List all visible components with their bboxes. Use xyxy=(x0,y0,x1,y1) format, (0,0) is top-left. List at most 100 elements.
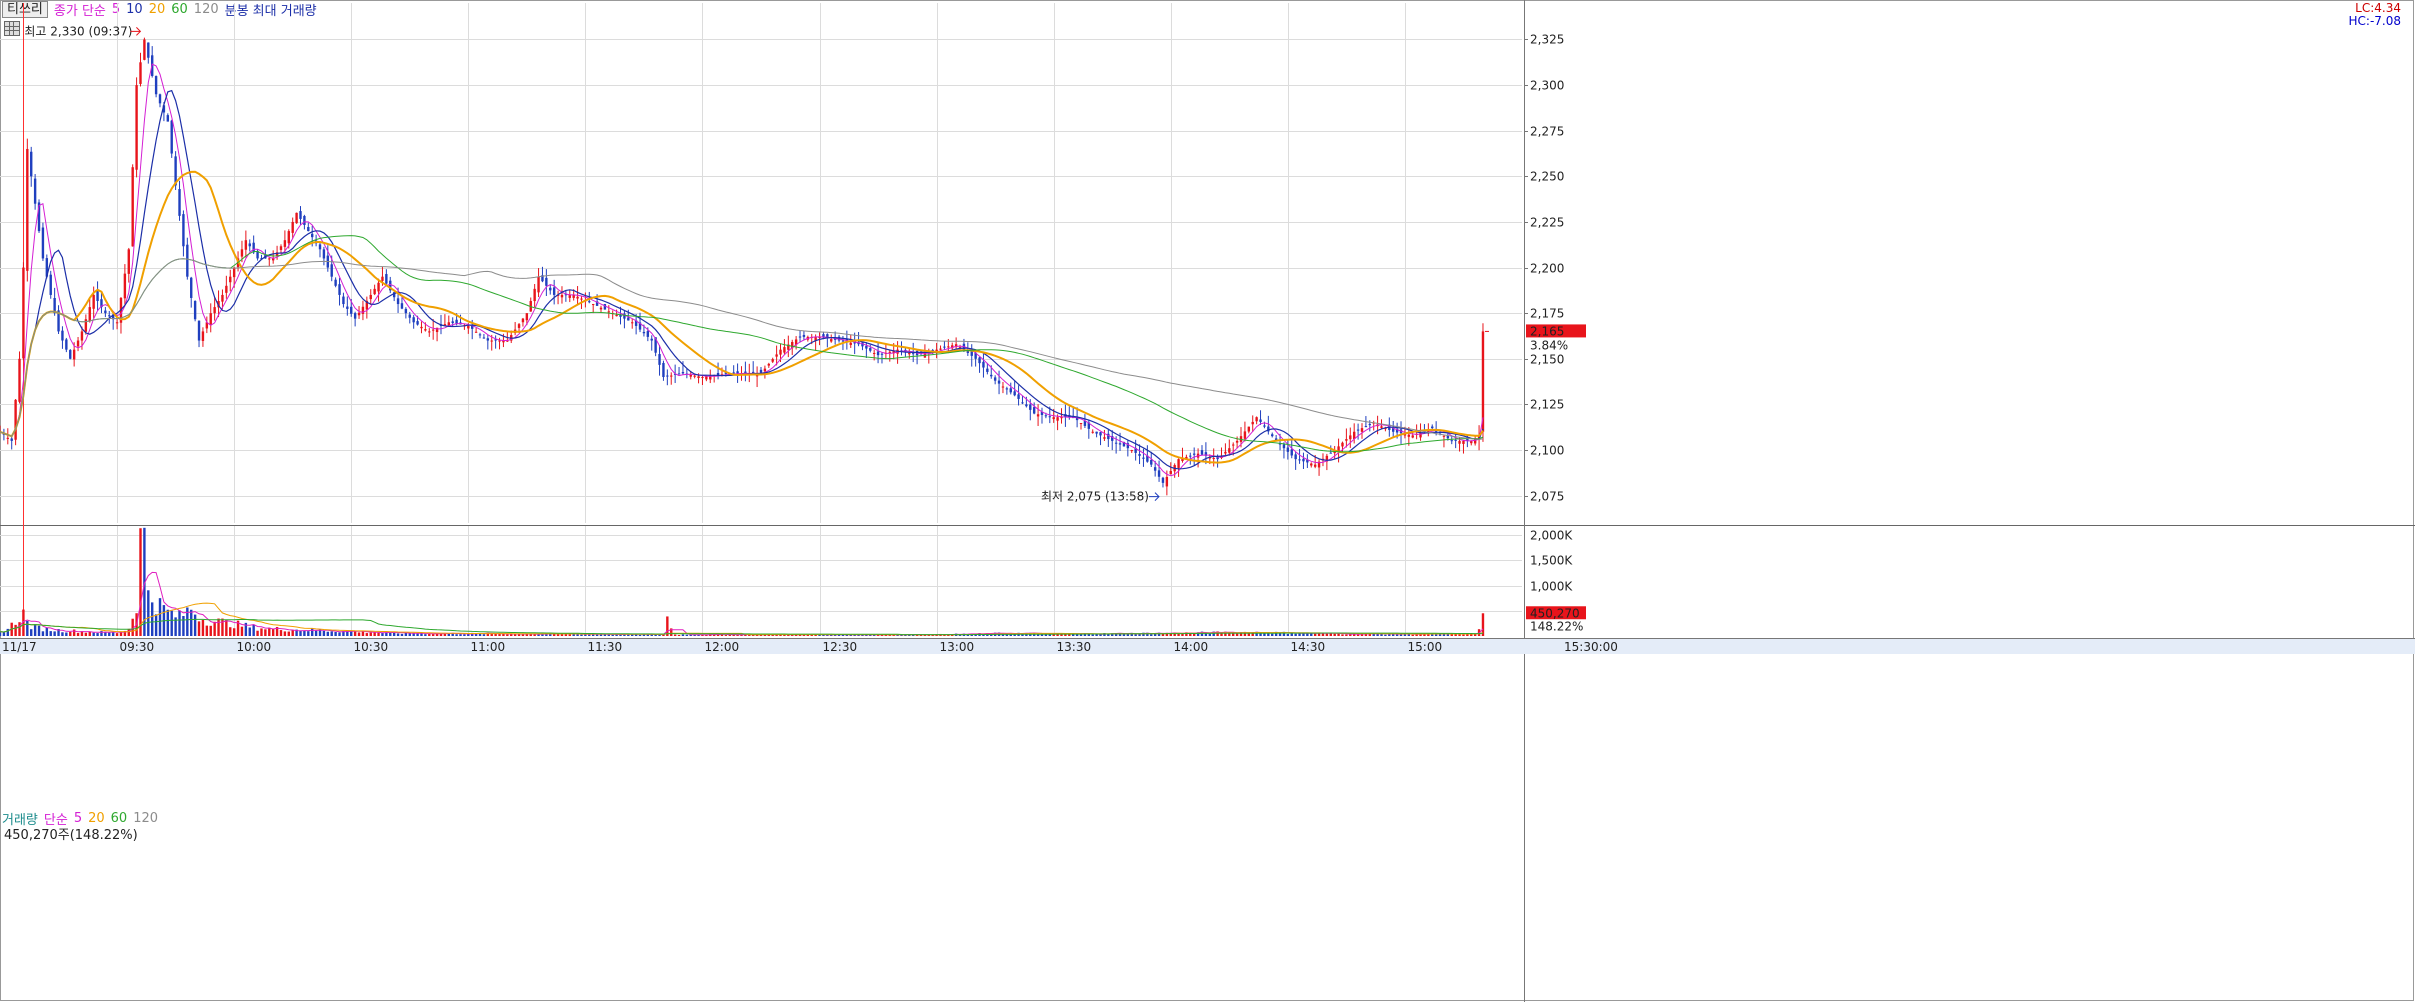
candle-body xyxy=(154,76,158,95)
volume-bar xyxy=(1150,634,1153,636)
volume-bar xyxy=(482,634,486,636)
volume-ma-label[interactable]: 단순 xyxy=(43,813,68,828)
candle-body xyxy=(646,331,650,337)
price-ma-label[interactable]: 종가 단순 xyxy=(53,3,106,19)
volume-bar xyxy=(1114,633,1118,636)
ma-period-120[interactable]: 120 xyxy=(193,1,219,17)
volume-bar xyxy=(1173,632,1176,636)
volume-bar xyxy=(1056,633,1059,636)
volume-bar xyxy=(1044,633,1048,636)
candle-body xyxy=(814,336,817,341)
candle-body xyxy=(869,348,872,351)
volume-bar xyxy=(1450,634,1453,636)
volume-bar xyxy=(1060,633,1063,636)
volume-bar xyxy=(1442,633,1446,636)
candle-body xyxy=(1153,467,1157,471)
volume-bar xyxy=(88,631,91,636)
candle-body xyxy=(1150,459,1153,465)
candle-body xyxy=(521,318,525,323)
volume-bar xyxy=(1189,632,1192,636)
ma-period-5[interactable]: 5 xyxy=(111,1,121,17)
candle-body xyxy=(545,277,548,286)
volume-ma-20[interactable]: 20 xyxy=(88,811,105,826)
candle-body xyxy=(1407,434,1411,437)
candle-body xyxy=(178,189,181,216)
volume-bar xyxy=(1419,634,1422,636)
candle-body xyxy=(1395,428,1399,433)
candle-body xyxy=(1177,459,1180,468)
volume-bar xyxy=(1427,633,1430,636)
symbol-button[interactable]: 티쓰리 xyxy=(2,0,48,18)
volume-bar xyxy=(1036,633,1040,636)
candle-body xyxy=(666,375,669,377)
candle-body xyxy=(1146,455,1149,462)
candle-body xyxy=(213,307,216,314)
volume-bar xyxy=(342,631,345,636)
candle-body xyxy=(1419,432,1422,438)
volume-bar xyxy=(1072,633,1075,636)
candle-body xyxy=(131,167,134,247)
y-tick-label: 2,200 xyxy=(1530,262,1564,276)
volume-bar xyxy=(147,590,150,636)
candle-body xyxy=(307,227,310,232)
ma-period-10[interactable]: 10 xyxy=(126,1,143,17)
candle-body xyxy=(412,317,415,323)
volume-bar xyxy=(794,634,798,636)
ma-period-60[interactable]: 60 xyxy=(171,1,188,17)
volume-bar xyxy=(943,634,946,636)
candle-body xyxy=(6,437,10,439)
volume-bar xyxy=(767,634,771,636)
candle-body xyxy=(435,327,439,333)
candle-body xyxy=(537,276,540,293)
volume-ma-5[interactable]: 5 xyxy=(73,811,83,826)
volume-bar xyxy=(510,634,513,636)
candle-body xyxy=(627,317,630,321)
candle-body xyxy=(76,340,80,347)
candle-body xyxy=(1325,455,1329,462)
candle-body xyxy=(794,339,798,345)
volume-bar xyxy=(1161,633,1165,636)
candle-body xyxy=(1313,464,1317,467)
candle-body xyxy=(631,322,634,324)
volume-bar xyxy=(552,633,556,636)
volume-ma-120[interactable]: 120 xyxy=(133,811,159,826)
candle-body xyxy=(783,347,786,353)
ma60-line xyxy=(0,235,1484,453)
candle-body xyxy=(830,339,833,342)
volume-bar xyxy=(193,614,197,636)
volume-bar xyxy=(1388,634,1391,636)
volume-bar xyxy=(428,633,431,636)
volume-label[interactable]: 거래량 xyxy=(2,813,38,828)
candle-body xyxy=(603,304,607,310)
volume-bar xyxy=(61,632,64,636)
candle-body xyxy=(1368,424,1371,426)
grid-icon[interactable] xyxy=(4,21,20,36)
candle-body xyxy=(424,329,427,331)
candle-body xyxy=(1075,417,1079,421)
volume-bar xyxy=(295,629,298,636)
candle-body xyxy=(96,291,99,302)
volume-bar xyxy=(1220,633,1223,636)
candle-body xyxy=(1161,477,1165,483)
ma-period-20[interactable]: 20 xyxy=(148,1,166,17)
candle-body xyxy=(396,298,400,305)
x-tick-label: 10:00 xyxy=(237,640,272,654)
volume-bar xyxy=(1298,633,1301,636)
volume-bar xyxy=(104,631,107,636)
candle-body xyxy=(1302,458,1305,462)
volume-bar xyxy=(115,633,119,636)
volume-bar xyxy=(471,632,474,636)
max-volume-label[interactable]: 분봉 최대 거래량 xyxy=(224,3,317,19)
volume-bar xyxy=(1438,633,1442,636)
candle-body xyxy=(947,346,950,348)
volume-bar xyxy=(443,633,447,636)
candle-body xyxy=(108,315,111,317)
volume-bar xyxy=(1446,633,1450,636)
volume-ma-60[interactable]: 60 xyxy=(110,811,128,826)
candle-body xyxy=(478,334,482,336)
candle-body xyxy=(1450,440,1453,442)
candle-body xyxy=(256,251,259,259)
volume-bar xyxy=(377,632,380,636)
current-volume-tag xyxy=(1526,606,1586,620)
